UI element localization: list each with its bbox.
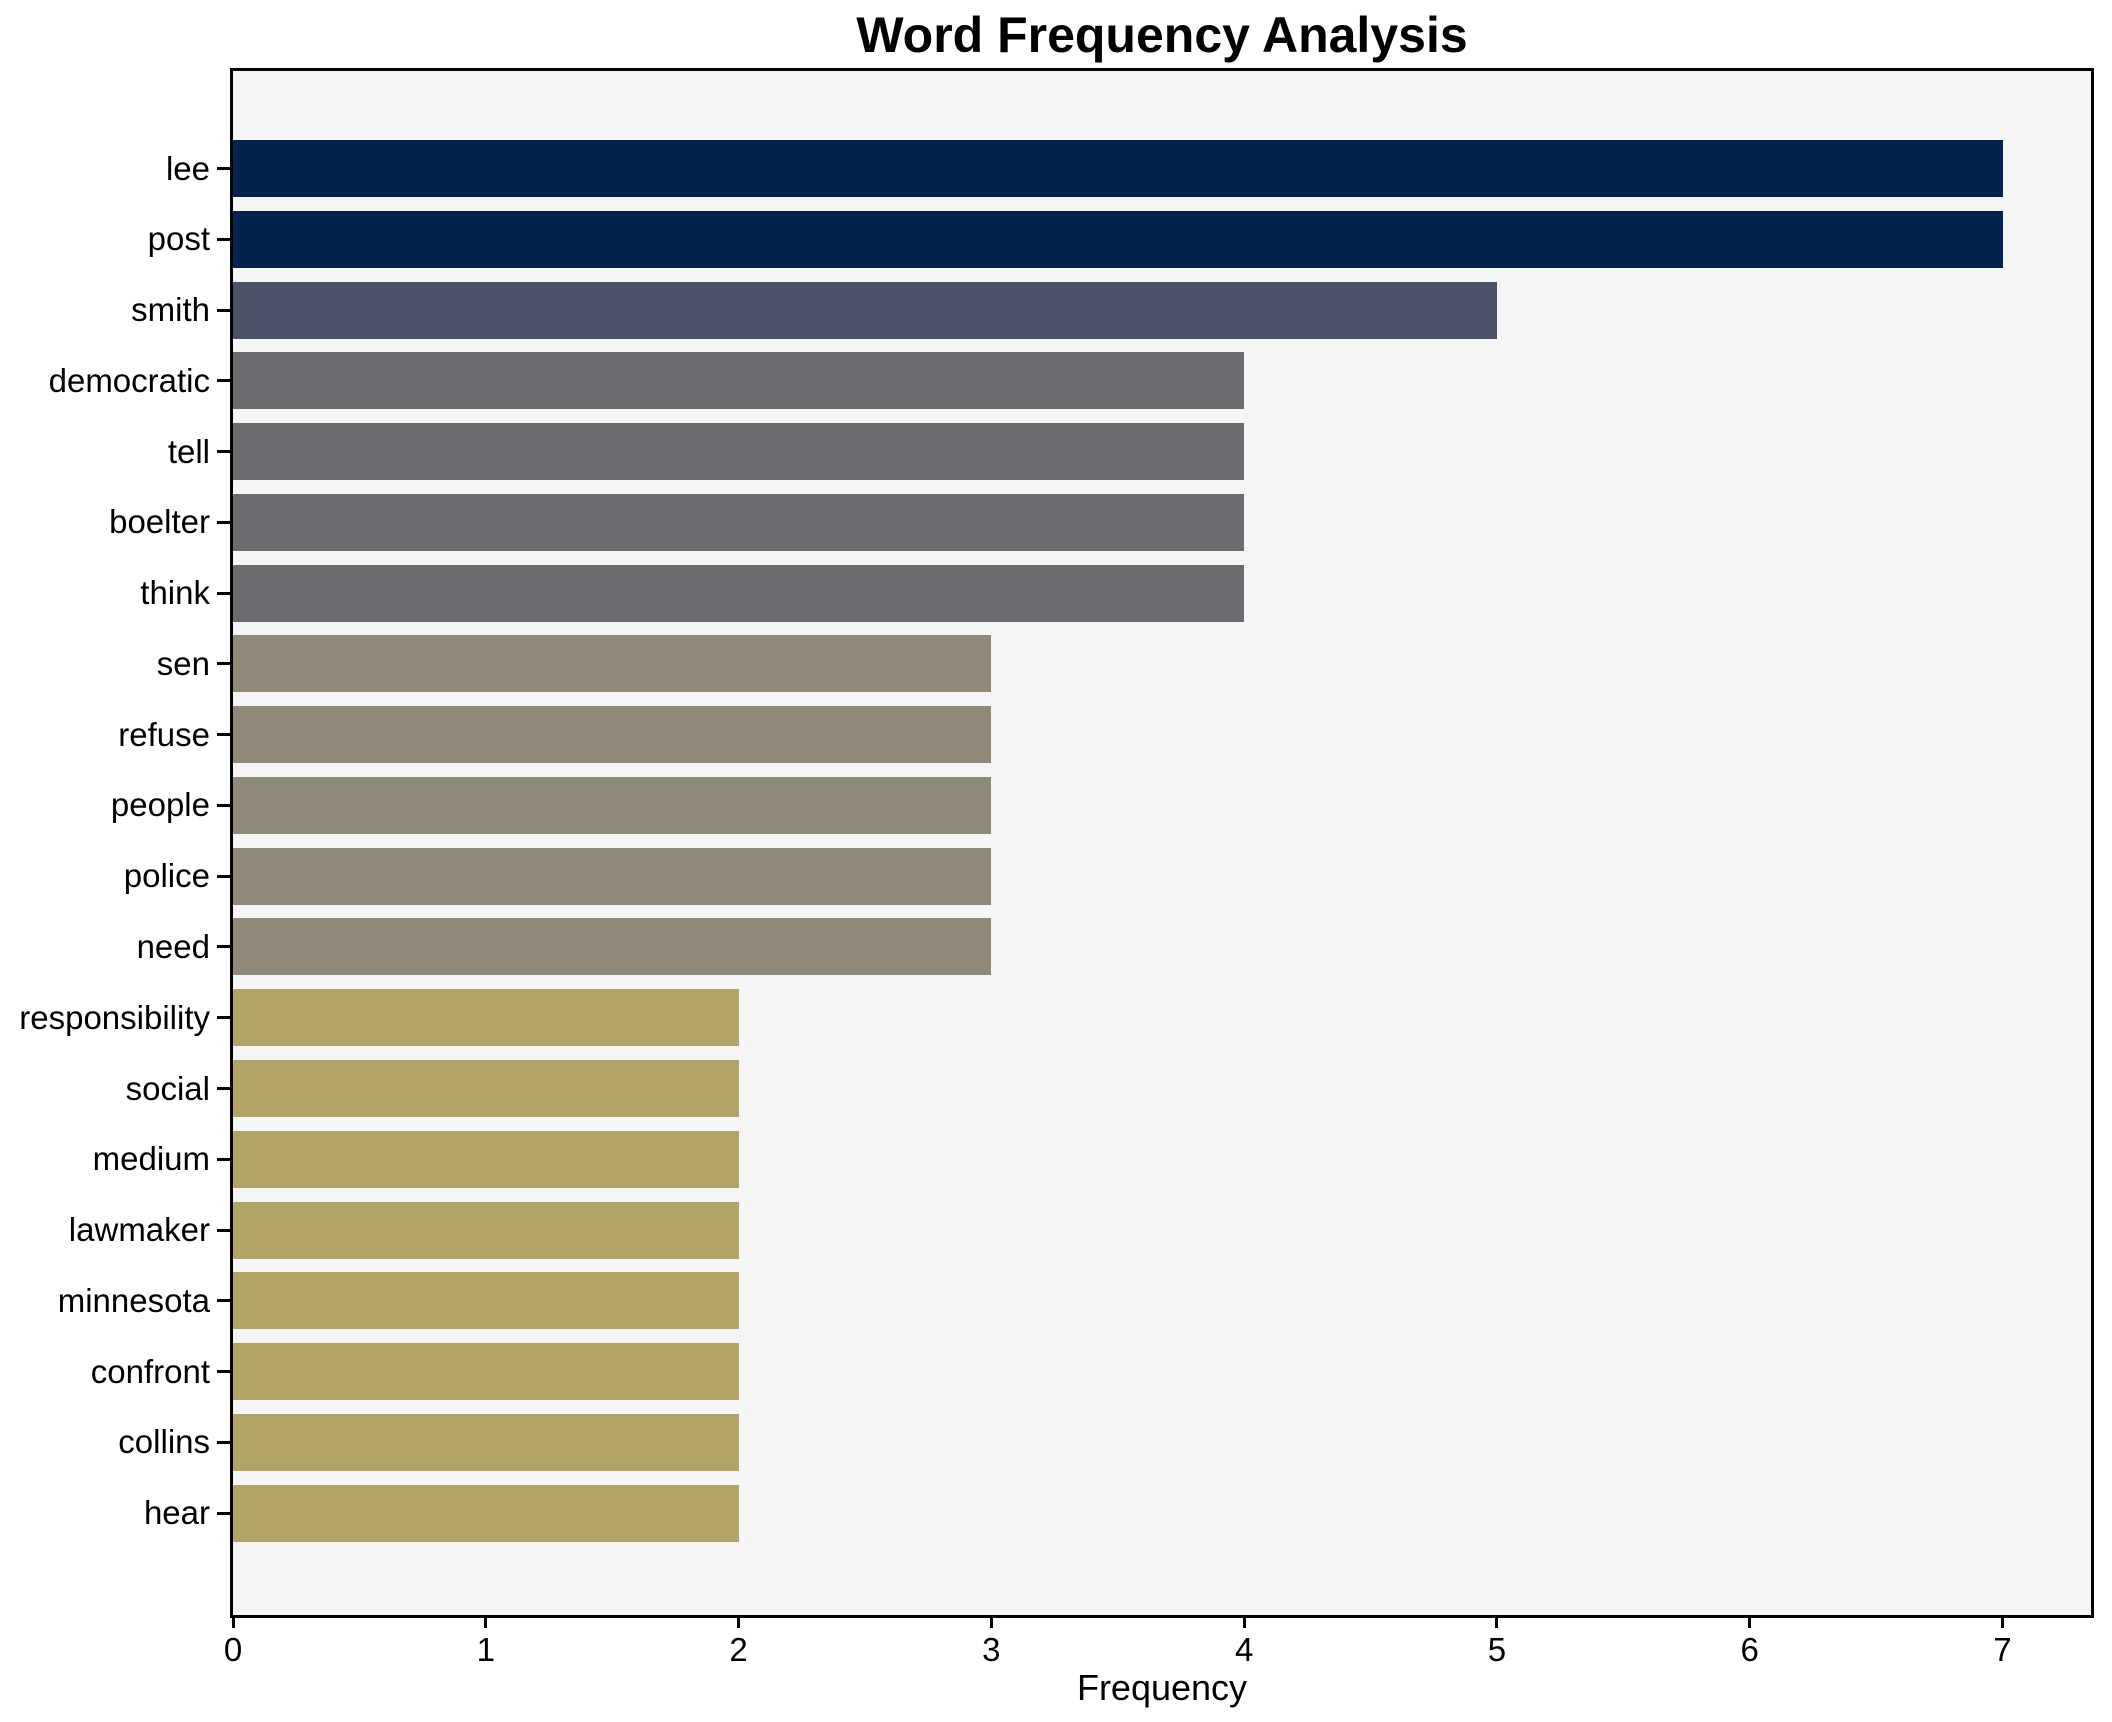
- y-tick-label-boelter: boelter: [109, 503, 210, 541]
- y-tick-label-tell: tell: [167, 432, 210, 470]
- y-tick-mark: [217, 874, 230, 878]
- y-tick-label-social: social: [125, 1069, 210, 1107]
- y-tick-mark: [217, 450, 230, 454]
- y-tick-label-lee: lee: [165, 149, 210, 187]
- y-tick-label-responsibility: responsibility: [19, 998, 210, 1036]
- y-tick-mark: [217, 237, 230, 241]
- bar-post: [233, 210, 2003, 268]
- bar-people: [233, 776, 992, 834]
- x-tick-mark: [1748, 1618, 1752, 1628]
- x-tick-label-2: 2: [729, 1631, 748, 1668]
- y-tick-mark: [217, 733, 230, 737]
- y-tick-mark: [217, 662, 230, 666]
- y-tick-mark: [217, 1157, 230, 1161]
- bar-refuse: [233, 706, 992, 764]
- y-tick-mark: [217, 803, 230, 807]
- x-tick-label-1: 1: [476, 1631, 495, 1668]
- x-tick-mark: [1242, 1618, 1246, 1628]
- y-tick-mark: [217, 1511, 230, 1515]
- y-tick-mark: [217, 1087, 230, 1090]
- y-tick-label-sen: sen: [156, 644, 210, 682]
- bar-democratic: [233, 352, 1245, 410]
- y-tick-label-minnesota: minnesota: [57, 1281, 210, 1319]
- bar-confront: [233, 1343, 739, 1401]
- y-tick-mark: [217, 308, 230, 312]
- y-tick-label-people: people: [110, 786, 210, 824]
- bar-boelter: [233, 493, 1245, 551]
- bar-think: [233, 564, 1245, 622]
- y-tick-label-refuse: refuse: [118, 715, 210, 753]
- y-tick-label-hear: hear: [143, 1494, 210, 1532]
- y-tick-label-collins: collins: [118, 1423, 210, 1461]
- bar-social: [233, 1060, 739, 1117]
- bar-medium: [233, 1130, 739, 1188]
- y-tick-mark: [217, 1016, 230, 1020]
- y-tick-label-democratic: democratic: [48, 361, 210, 399]
- bar-need: [233, 918, 992, 976]
- bar-hear: [233, 1484, 739, 1542]
- y-tick-label-police: police: [123, 857, 210, 895]
- y-tick-label-medium: medium: [92, 1140, 210, 1178]
- y-tick-label-confront: confront: [90, 1352, 210, 1390]
- chart-title: Word Frequency Analysis: [856, 7, 1468, 63]
- y-tick-label-need: need: [136, 927, 210, 965]
- y-tick-mark: [217, 1440, 230, 1444]
- y-tick-mark: [217, 1299, 230, 1303]
- y-tick-label-post: post: [147, 220, 210, 258]
- x-tick-label-3: 3: [982, 1631, 1001, 1668]
- bar-lee: [233, 140, 2003, 197]
- y-tick-mark: [217, 379, 230, 383]
- x-tick-mark: [2001, 1618, 2005, 1628]
- bar-smith: [233, 281, 1497, 339]
- bar-police: [233, 847, 992, 905]
- bar-tell: [233, 423, 1245, 481]
- y-tick-mark: [217, 945, 230, 949]
- y-tick-label-lawmaker: lawmaker: [68, 1211, 210, 1249]
- x-tick-label-5: 5: [1487, 1631, 1507, 1668]
- x-tick-mark: [989, 1618, 993, 1628]
- x-tick-label-6: 6: [1740, 1631, 1759, 1668]
- y-tick-mark: [217, 591, 230, 595]
- bar-collins: [233, 1413, 739, 1471]
- bar-sen: [233, 635, 992, 693]
- x-tick-mark: [1495, 1618, 1499, 1628]
- x-tick-mark: [737, 1618, 741, 1628]
- y-tick-label-smith: smith: [131, 291, 210, 329]
- x-tick-label-0: 0: [223, 1631, 243, 1668]
- y-tick-mark: [217, 520, 230, 524]
- y-tick-mark: [217, 1228, 230, 1232]
- x-axis-label: Frequency: [1076, 1667, 1248, 1708]
- x-tick-label-4: 4: [1234, 1631, 1254, 1668]
- y-tick-label-think: think: [140, 574, 210, 612]
- plot-area: [230, 68, 2094, 1618]
- y-tick-mark: [217, 167, 230, 170]
- bar-lawmaker: [233, 1201, 739, 1259]
- y-tick-mark: [217, 1370, 230, 1374]
- x-tick-label-7: 7: [1993, 1631, 2012, 1668]
- x-tick-mark: [484, 1618, 488, 1628]
- bar-minnesota: [233, 1272, 739, 1330]
- bar-responsibility: [233, 989, 739, 1047]
- x-tick-mark: [231, 1618, 235, 1628]
